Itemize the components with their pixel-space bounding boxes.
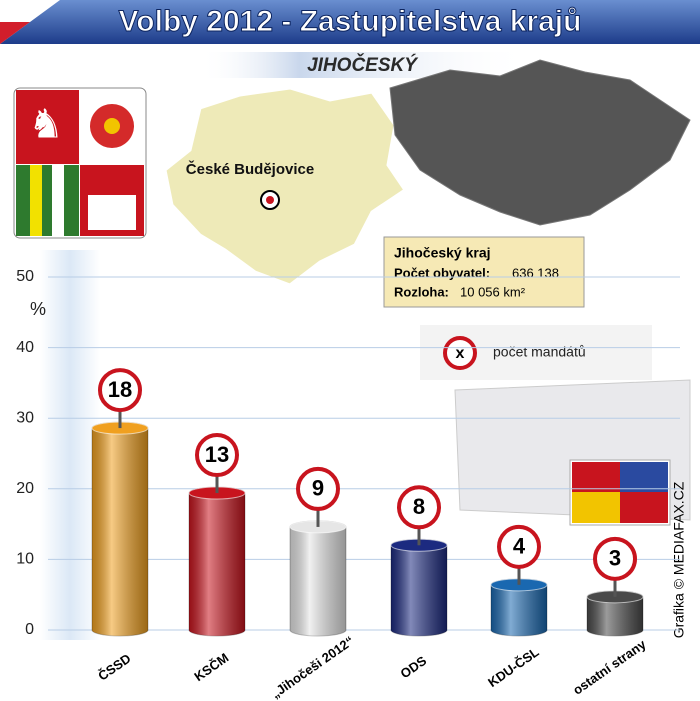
bar-shine: [290, 520, 346, 636]
x-tick-label: KDU-ČSL: [485, 644, 542, 690]
chart-title: Volby 2012 - Zastupitelstva krajů: [119, 5, 582, 38]
x-tick-label: KSČM: [191, 650, 231, 684]
y-tick-label: 20: [16, 480, 34, 497]
mandate-badge: [497, 524, 541, 569]
mandate-count: 13: [205, 442, 229, 467]
mandate-badge: [397, 485, 441, 530]
info-title: Jihočeský kraj: [394, 245, 491, 261]
x-tick-label: ČSSD: [95, 651, 133, 684]
bar-shine: [491, 578, 547, 636]
mandate-badge: [98, 368, 142, 413]
legend-symbol: x: [456, 345, 465, 362]
info-label: Počet obyvatel:: [394, 265, 490, 280]
mandate-badge: [593, 536, 637, 581]
coat-of-arms: ♞: [13, 87, 147, 239]
country-map: [389, 59, 691, 226]
x-tick-label: ostatní strany: [570, 636, 649, 698]
y-axis-label: %: [30, 299, 46, 319]
mandate-count: 3: [609, 546, 621, 571]
flag-red: [0, 22, 30, 44]
region-map: [163, 86, 408, 287]
mandate-badge: [296, 466, 340, 511]
svg-text:♞: ♞: [28, 103, 64, 147]
mandate-count: 8: [413, 494, 425, 519]
info-value: 10 056 km²: [460, 284, 526, 299]
y-tick-label: 30: [16, 409, 34, 426]
mandate-count: 18: [108, 377, 132, 402]
small-coat-of-arms: [569, 459, 671, 526]
x-tick-label: ODS: [398, 653, 430, 682]
bar-shine: [92, 422, 148, 636]
y-tick-label: 0: [25, 621, 34, 638]
axis-band: [40, 250, 100, 640]
title-banner: [0, 0, 700, 44]
y-tick-label: 40: [16, 339, 34, 356]
y-tick-label: 50: [16, 268, 34, 285]
x-tick-label: „Jihočeši 2012“: [268, 633, 357, 701]
bar-shine: [189, 487, 245, 636]
info-value: 636 138: [512, 265, 559, 280]
mandate-count: 9: [312, 476, 324, 501]
legend-symbol-ring: [443, 336, 477, 370]
legend-label: počet mandátů: [493, 344, 586, 360]
info-box: [383, 236, 585, 308]
y-tick-label: 10: [16, 551, 34, 568]
bar-shine: [391, 539, 447, 636]
subtitle: JIHOČESKÝ: [307, 54, 419, 76]
info-label: Rozloha:: [394, 284, 449, 299]
map-label: České Budějovice: [186, 160, 314, 178]
mandate-count: 4: [513, 534, 526, 559]
mandate-badge: [195, 433, 239, 478]
